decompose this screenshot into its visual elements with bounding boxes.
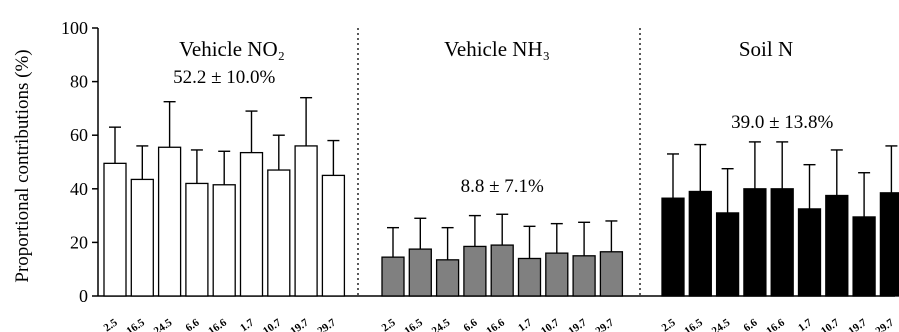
bar bbox=[463, 245, 487, 297]
panel-annotation: 39.0 ± 13.8% bbox=[731, 112, 833, 133]
x-tick-label: 10.7 bbox=[539, 316, 562, 332]
bar bbox=[435, 259, 460, 297]
bar bbox=[267, 169, 291, 297]
bar bbox=[825, 194, 849, 297]
x-tick-label: 24.5 bbox=[710, 316, 733, 332]
x-tick-label: 29.7 bbox=[873, 316, 896, 332]
x-tick-label: 16.6 bbox=[764, 316, 787, 332]
y-tick-label: 80 bbox=[70, 72, 88, 92]
x-tick-label: 10.7 bbox=[819, 316, 842, 332]
bar bbox=[879, 192, 899, 297]
bar bbox=[599, 251, 624, 297]
bar bbox=[212, 184, 236, 297]
y-tick-label: 0 bbox=[79, 286, 88, 306]
x-tick-label: 1.7 bbox=[238, 316, 257, 332]
panel-title: Soil N bbox=[739, 37, 793, 61]
x-tick-label: 2.5 bbox=[102, 316, 121, 332]
panel-title: Vehicle NH₃ bbox=[444, 37, 550, 61]
x-tick-label: 6.6 bbox=[461, 316, 480, 332]
bar bbox=[743, 188, 767, 297]
bar bbox=[408, 248, 432, 297]
x-tick-label: 16.6 bbox=[206, 316, 229, 332]
bar bbox=[572, 255, 596, 297]
bar bbox=[661, 197, 685, 297]
x-tick-label: 6.6 bbox=[741, 316, 760, 332]
bar bbox=[715, 212, 740, 297]
x-tick-label: 2.5 bbox=[660, 316, 679, 332]
bar bbox=[797, 208, 822, 297]
x-tick-label: 19.7 bbox=[566, 316, 589, 332]
bar bbox=[545, 252, 569, 297]
y-tick-label: 100 bbox=[61, 18, 88, 38]
y-tick-label: 40 bbox=[70, 179, 88, 199]
bar bbox=[157, 146, 182, 297]
x-tick-label: 10.7 bbox=[261, 316, 284, 332]
x-tick-label: 19.7 bbox=[846, 316, 869, 332]
panel-annotation: 52.2 ± 10.0% bbox=[173, 67, 275, 88]
x-tick-label: 19.7 bbox=[288, 316, 311, 332]
x-tick-label: 29.7 bbox=[315, 316, 338, 332]
bar bbox=[130, 178, 154, 297]
bar bbox=[103, 162, 127, 297]
y-tick-label: 20 bbox=[70, 232, 88, 252]
bar bbox=[517, 257, 542, 297]
x-tick-label: 16.5 bbox=[124, 316, 147, 332]
x-tick-label: 2.5 bbox=[380, 316, 399, 332]
x-tick-label: 29.7 bbox=[593, 316, 616, 332]
panel-title: Vehicle NO₂ bbox=[179, 37, 285, 61]
y-axis-label: Proportional contributions (%) bbox=[12, 49, 33, 282]
x-tick-label: 24.5 bbox=[152, 316, 175, 332]
x-tick-label: 1.7 bbox=[516, 316, 535, 332]
x-tick-label: 16.5 bbox=[682, 316, 705, 332]
bar bbox=[321, 174, 346, 297]
panel-annotation: 8.8 ± 7.1% bbox=[461, 176, 544, 197]
bar bbox=[688, 190, 712, 297]
bar bbox=[770, 188, 794, 297]
bars bbox=[103, 96, 899, 297]
labels: 0 20 40 60 80 100 Proportional contributions (… bbox=[12, 18, 897, 332]
bar bbox=[381, 256, 405, 297]
x-tick-label: 16.5 bbox=[402, 316, 425, 332]
bar bbox=[852, 216, 876, 297]
bar bbox=[294, 145, 318, 297]
x-tick-label: 24.5 bbox=[430, 316, 453, 332]
bar bbox=[490, 244, 514, 297]
bar bbox=[185, 182, 209, 297]
bar bbox=[239, 151, 264, 297]
y-tick-label: 60 bbox=[70, 125, 88, 145]
x-tick-label: 1.7 bbox=[796, 316, 815, 332]
x-tick-label: 16.6 bbox=[484, 316, 507, 332]
x-tick-label: 6.6 bbox=[183, 316, 202, 332]
